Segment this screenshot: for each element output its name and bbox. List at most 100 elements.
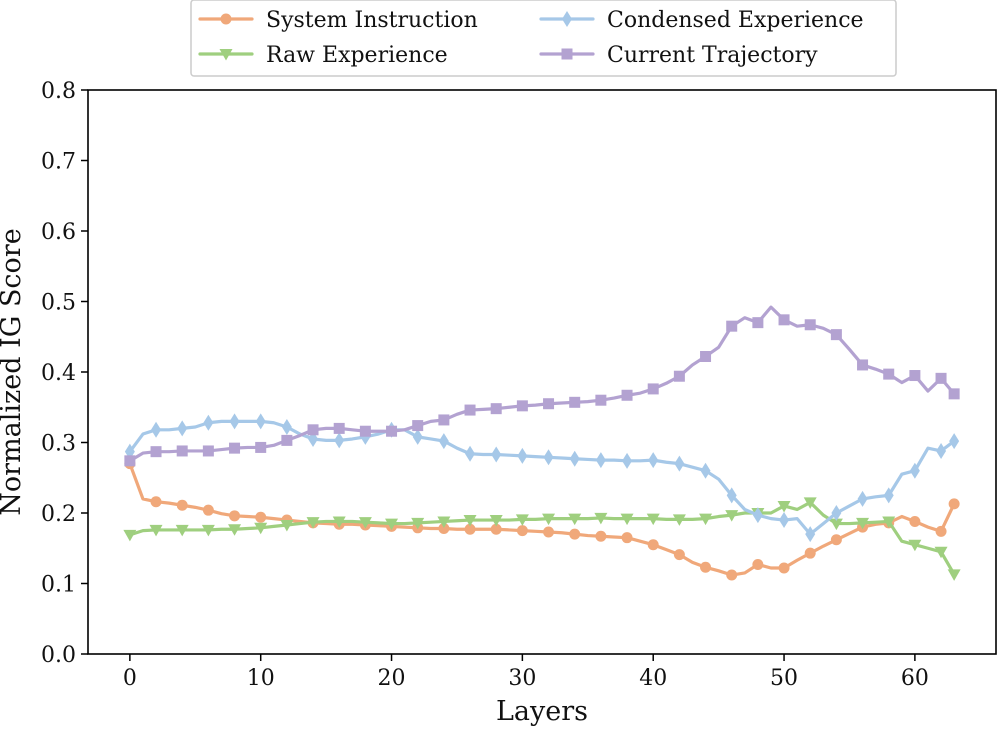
y-tick-label: 0.8 — [41, 79, 76, 104]
series-line — [128, 500, 956, 576]
data-point — [674, 455, 685, 472]
data-point — [595, 530, 607, 542]
legend-marker — [220, 13, 232, 25]
x-tick-label: 50 — [770, 666, 798, 691]
data-point — [229, 413, 240, 430]
data-point — [569, 450, 580, 467]
legend-marker — [562, 11, 572, 27]
x-tick-label: 60 — [901, 666, 929, 691]
data-point — [542, 513, 556, 526]
legend-label: System Instruction — [266, 8, 478, 33]
legend-item: System Instruction — [198, 8, 478, 33]
legend-item: Current Trajectory — [539, 43, 818, 68]
data-point — [647, 539, 659, 551]
data-point — [673, 549, 685, 561]
data-point — [280, 519, 294, 532]
series-1 — [123, 497, 961, 581]
y-tick-label: 0.3 — [41, 432, 76, 457]
data-point — [358, 517, 372, 529]
data-point — [464, 523, 476, 535]
data-point — [830, 534, 842, 546]
data-point — [281, 418, 292, 435]
data-point — [151, 421, 162, 438]
legend-box — [190, 0, 897, 77]
y-tick-label: 0.1 — [41, 573, 76, 598]
data-point — [438, 414, 450, 426]
data-point — [648, 452, 659, 469]
data-point — [909, 370, 921, 382]
data-point — [543, 449, 554, 466]
legend-item: Condensed Experience — [539, 8, 864, 33]
legend-marker — [219, 49, 233, 61]
data-point — [725, 510, 739, 522]
data-point — [412, 428, 423, 445]
series-line — [128, 462, 956, 577]
data-point — [255, 511, 267, 523]
x-axis-label: Layers — [496, 696, 588, 727]
data-point — [883, 368, 895, 380]
data-point — [176, 445, 188, 457]
data-point — [856, 517, 870, 530]
axes — [87, 89, 997, 655]
data-point — [438, 433, 449, 450]
data-point — [255, 413, 266, 430]
data-point — [332, 516, 346, 528]
data-point — [465, 445, 476, 462]
data-point — [543, 398, 555, 410]
data-point — [228, 524, 242, 536]
data-point — [647, 383, 659, 395]
data-point — [255, 441, 267, 453]
series-3 — [124, 305, 960, 467]
data-point — [516, 525, 528, 537]
data-point — [830, 329, 842, 341]
data-point — [805, 526, 816, 543]
data-point — [594, 512, 608, 525]
data-point — [464, 404, 476, 416]
data-point — [543, 526, 555, 538]
data-point — [883, 487, 894, 504]
data-point — [306, 517, 320, 529]
data-point — [438, 523, 450, 535]
data-point — [621, 389, 633, 401]
data-point — [935, 525, 947, 537]
data-point — [726, 320, 738, 332]
data-point — [831, 505, 842, 521]
data-point — [516, 400, 528, 412]
data-point — [123, 529, 137, 542]
data-point — [621, 532, 633, 544]
data-point — [124, 455, 136, 467]
data-point — [779, 512, 790, 529]
data-point — [804, 547, 816, 559]
legend-label: Condensed Experience — [607, 8, 864, 33]
y-tick-label: 0.6 — [41, 220, 76, 245]
data-point — [489, 515, 503, 527]
data-point — [254, 522, 268, 535]
data-point — [281, 434, 293, 446]
x-tick-label: 40 — [639, 666, 667, 691]
plot-frame — [87, 89, 997, 655]
data-point — [463, 515, 477, 527]
data-point — [778, 562, 790, 574]
data-point — [490, 523, 502, 535]
x-tick-label: 20 — [378, 666, 406, 691]
data-point — [568, 513, 582, 526]
data-point — [829, 518, 843, 531]
legend-marker — [561, 48, 573, 60]
series-line — [128, 305, 956, 463]
data-point — [752, 317, 764, 329]
y-tick-label: 0.7 — [41, 150, 76, 175]
data-point — [203, 414, 214, 431]
series-line — [128, 419, 956, 536]
data-point — [726, 569, 738, 581]
data-point — [334, 432, 345, 449]
data-point — [491, 446, 502, 463]
data-point — [412, 420, 424, 432]
data-point — [700, 561, 712, 573]
data-point — [948, 388, 960, 400]
legend-label: Raw Experience — [266, 43, 448, 68]
y-tick-label: 0.5 — [41, 291, 76, 316]
data-point — [175, 524, 189, 537]
data-point — [947, 569, 961, 581]
data-point — [620, 513, 634, 526]
